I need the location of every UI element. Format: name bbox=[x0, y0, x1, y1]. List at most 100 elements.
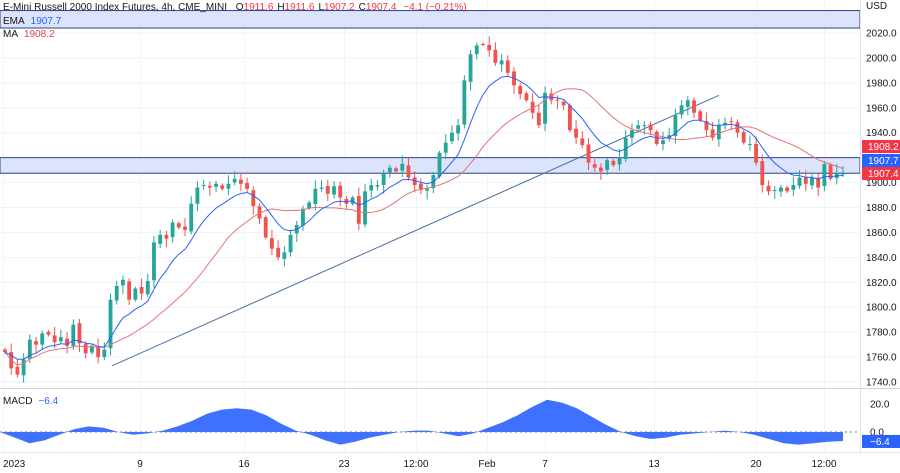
candle-body bbox=[232, 178, 237, 183]
candle-body bbox=[791, 185, 796, 190]
candle-body bbox=[692, 100, 696, 113]
candle-body bbox=[574, 128, 579, 138]
candle-body bbox=[251, 190, 256, 207]
candle-body bbox=[276, 247, 281, 258]
currency-label: USD bbox=[866, 1, 887, 12]
candle-body bbox=[313, 188, 318, 205]
candle-body bbox=[443, 142, 448, 153]
candle-body bbox=[729, 121, 734, 123]
candle-body bbox=[176, 223, 181, 228]
ohlc-label-c: C bbox=[358, 2, 366, 13]
macd-last-tag-bg bbox=[862, 434, 900, 448]
ema-price-tag-bg bbox=[862, 154, 900, 167]
candle-body bbox=[592, 164, 597, 168]
price-tick-label: 1980.0 bbox=[866, 78, 897, 89]
candle-body bbox=[673, 115, 678, 136]
price-tick-label: 1820.0 bbox=[866, 278, 897, 289]
change-readout: −4.1 (−0.21%) bbox=[403, 2, 467, 13]
candle-body bbox=[518, 86, 523, 95]
candle-body bbox=[642, 125, 647, 127]
candle-body bbox=[754, 143, 759, 163]
candle-body bbox=[412, 177, 417, 186]
candle-body bbox=[667, 135, 672, 139]
time-label: Feb bbox=[478, 459, 496, 470]
price-tick-label: 1840.0 bbox=[866, 253, 897, 264]
candle-body bbox=[580, 138, 585, 146]
time-label: 9 bbox=[137, 459, 143, 470]
ma-label: MA bbox=[3, 29, 18, 40]
candle-body bbox=[617, 157, 622, 165]
price-tick-label: 1860.0 bbox=[866, 228, 897, 239]
ma-price-tag-bg bbox=[862, 140, 900, 153]
price-tick-label: 1760.0 bbox=[866, 353, 897, 364]
candle-body bbox=[245, 183, 250, 189]
moving-average-lines bbox=[4, 75, 844, 366]
macd-label: MACD bbox=[3, 396, 33, 407]
time-label: 23 bbox=[338, 459, 350, 470]
candle-body bbox=[77, 323, 82, 344]
candle-body bbox=[127, 281, 132, 300]
ema-price-tag: 1907.7 bbox=[868, 156, 899, 167]
candle-body bbox=[810, 177, 814, 186]
candle-body bbox=[282, 252, 287, 259]
candle-body bbox=[524, 93, 529, 101]
candle-body bbox=[698, 111, 703, 121]
candle-body bbox=[555, 99, 560, 101]
price-tick-label: 1800.0 bbox=[866, 303, 897, 314]
macd-tick-label: 0.0 bbox=[870, 428, 884, 439]
candle-body bbox=[189, 203, 194, 232]
ema-label: EMA bbox=[3, 16, 25, 27]
candle-body bbox=[785, 187, 790, 192]
candle-body bbox=[561, 101, 566, 106]
candle-body bbox=[15, 366, 20, 375]
candle-body bbox=[338, 185, 343, 198]
candle-body bbox=[375, 185, 380, 187]
candle-body bbox=[716, 125, 721, 140]
candle-body bbox=[685, 100, 690, 107]
ohlc-label-l: L bbox=[318, 2, 325, 13]
candle-body bbox=[536, 112, 541, 126]
support-zone bbox=[0, 157, 861, 174]
candle-body bbox=[462, 80, 467, 125]
symbol-legend: E-Mini Russell 2000 Index Futures, 4h, C… bbox=[3, 2, 467, 14]
candle-body bbox=[288, 234, 293, 253]
candle-body bbox=[27, 339, 32, 359]
candle-body bbox=[797, 177, 802, 186]
candle-body bbox=[89, 345, 94, 353]
candle-body bbox=[598, 167, 603, 172]
ema-legend[interactable]: EMA 1907.7 bbox=[3, 16, 61, 28]
candle-body bbox=[152, 242, 156, 281]
candle-body bbox=[269, 238, 274, 249]
ohlc-readout: O1911.6 H1911.6 L1907.2 C1907.4 bbox=[230, 2, 397, 13]
candle-body bbox=[661, 140, 665, 144]
trendline bbox=[111, 94, 720, 367]
macd-value: −6.4 bbox=[38, 396, 59, 407]
candle-body bbox=[816, 177, 821, 188]
candle-body bbox=[499, 60, 504, 65]
ohlc-value-o: 1911.6 bbox=[243, 2, 274, 13]
candle-body bbox=[114, 286, 119, 301]
candle-body bbox=[226, 183, 231, 189]
candle-body bbox=[108, 299, 113, 349]
candle-body bbox=[332, 186, 336, 195]
candle-body bbox=[605, 160, 610, 170]
candle-body bbox=[145, 281, 150, 295]
candle-body bbox=[257, 206, 262, 219]
time-label: 12:00 bbox=[811, 459, 836, 470]
candle-body bbox=[238, 179, 243, 184]
candle-body bbox=[493, 49, 498, 63]
time-label: 12:00 bbox=[403, 459, 428, 470]
macd-legend[interactable]: MACD −6.4 bbox=[3, 396, 58, 408]
candle-body bbox=[164, 234, 169, 239]
candle-body bbox=[201, 185, 206, 187]
time-label: 20 bbox=[750, 459, 762, 470]
ma-legend[interactable]: MA 1908.2 bbox=[3, 29, 55, 41]
candle-body bbox=[611, 160, 616, 166]
price-tick-label: 2020.0 bbox=[866, 29, 897, 40]
candle-body bbox=[46, 331, 51, 335]
candle-body bbox=[183, 226, 187, 230]
candle-body bbox=[52, 335, 57, 343]
ohlc-label-o: O bbox=[235, 2, 244, 13]
candle-body bbox=[363, 191, 367, 225]
